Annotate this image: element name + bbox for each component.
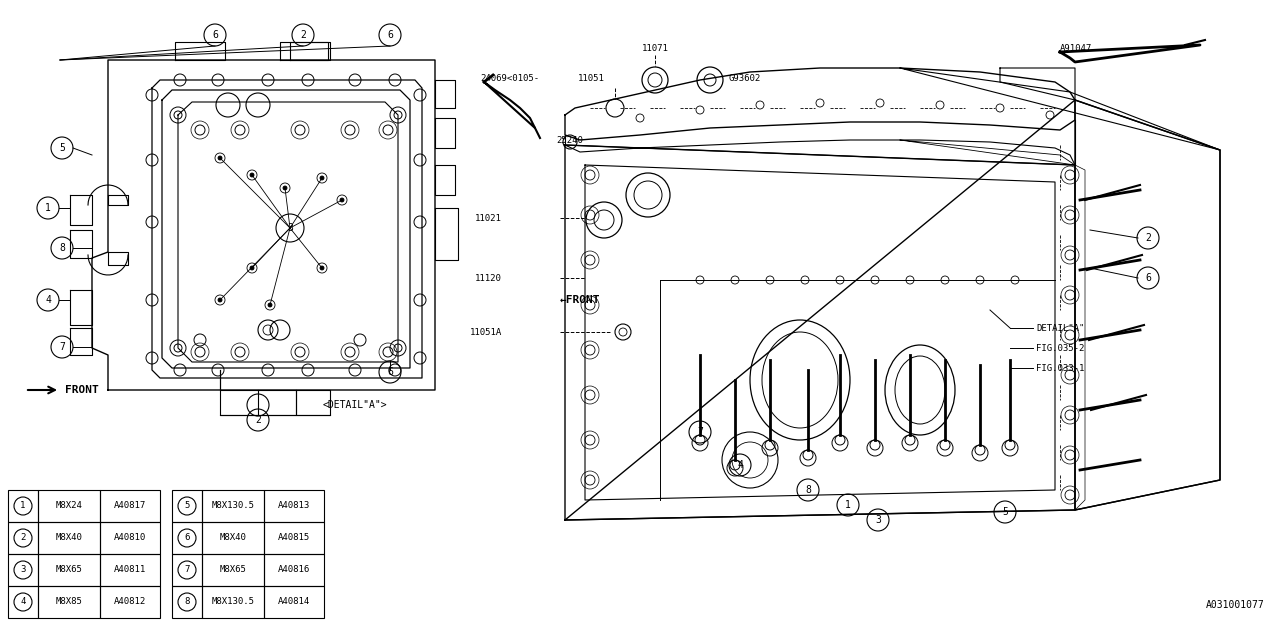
Text: M8X24: M8X24	[55, 502, 82, 511]
Text: M8X130.5: M8X130.5	[211, 502, 255, 511]
Text: A40810: A40810	[114, 534, 146, 543]
Text: 11120: 11120	[475, 273, 502, 282]
Text: 6: 6	[387, 30, 393, 40]
Bar	[8, 490, 38, 522]
Text: 6: 6	[1146, 273, 1151, 283]
Text: DETAIL"A": DETAIL"A"	[1036, 323, 1084, 333]
Text: 25240: 25240	[556, 136, 582, 145]
Text: M8X40: M8X40	[220, 534, 247, 543]
Text: A40817: A40817	[114, 502, 146, 511]
Text: 6: 6	[184, 534, 189, 543]
Circle shape	[218, 298, 221, 302]
Text: 5: 5	[184, 502, 189, 511]
Text: A031001077: A031001077	[1206, 600, 1265, 610]
Text: 5: 5	[59, 143, 65, 153]
Text: 6: 6	[212, 30, 218, 40]
Circle shape	[268, 303, 273, 307]
Circle shape	[340, 198, 344, 202]
Bar	[264, 490, 324, 522]
Text: 24069<0105-: 24069<0105-	[480, 74, 539, 83]
Text: 1: 1	[845, 500, 851, 510]
Text: 3: 3	[287, 223, 293, 233]
Text: 5: 5	[1002, 507, 1007, 517]
Bar	[38, 490, 100, 522]
Text: 8: 8	[59, 243, 65, 253]
Bar	[202, 554, 264, 586]
Text: 4: 4	[737, 460, 742, 470]
Text: G93602: G93602	[728, 74, 760, 83]
Bar	[202, 522, 264, 554]
Text: 7: 7	[698, 427, 703, 437]
Circle shape	[218, 156, 221, 160]
Text: 2: 2	[20, 534, 26, 543]
Bar	[264, 554, 324, 586]
Bar	[38, 586, 100, 618]
Text: 2: 2	[255, 415, 261, 425]
Text: 8: 8	[184, 598, 189, 607]
Text: A40815: A40815	[278, 534, 310, 543]
Bar	[172, 586, 202, 618]
Text: A40813: A40813	[278, 502, 310, 511]
Bar	[8, 522, 38, 554]
Text: M8X65: M8X65	[220, 566, 247, 575]
Bar	[100, 522, 160, 554]
Circle shape	[250, 173, 253, 177]
Text: A40812: A40812	[114, 598, 146, 607]
Circle shape	[283, 186, 287, 190]
Circle shape	[250, 266, 253, 270]
Text: 3: 3	[20, 566, 26, 575]
Text: 11071: 11071	[641, 44, 668, 52]
Bar	[100, 586, 160, 618]
Bar	[172, 522, 202, 554]
Text: 7: 7	[59, 342, 65, 352]
Bar	[8, 554, 38, 586]
Text: ←FRONT: ←FRONT	[561, 295, 600, 305]
Text: 2: 2	[1146, 233, 1151, 243]
Text: 11021: 11021	[475, 214, 502, 223]
Bar	[264, 586, 324, 618]
Text: 4: 4	[45, 295, 51, 305]
Text: A40811: A40811	[114, 566, 146, 575]
Bar	[8, 586, 38, 618]
Bar	[202, 490, 264, 522]
Text: FRONT: FRONT	[65, 385, 99, 395]
Bar	[172, 554, 202, 586]
Text: M8X85: M8X85	[55, 598, 82, 607]
Bar	[100, 490, 160, 522]
Text: 3: 3	[876, 515, 881, 525]
Text: 1: 1	[20, 502, 26, 511]
Bar	[172, 490, 202, 522]
Text: FIG.035-2: FIG.035-2	[1036, 344, 1084, 353]
Text: 6: 6	[387, 367, 393, 377]
Bar	[264, 522, 324, 554]
Circle shape	[320, 266, 324, 270]
Text: 2: 2	[300, 30, 306, 40]
Text: M8X130.5: M8X130.5	[211, 598, 255, 607]
Bar	[38, 554, 100, 586]
Text: 8: 8	[805, 485, 812, 495]
Text: A40814: A40814	[278, 598, 310, 607]
Bar	[38, 522, 100, 554]
Text: A40816: A40816	[278, 566, 310, 575]
Text: A91047: A91047	[1060, 44, 1092, 52]
Text: <DETAIL"A">: <DETAIL"A">	[323, 400, 388, 410]
Bar	[100, 554, 160, 586]
Bar	[202, 586, 264, 618]
Text: 11051: 11051	[579, 74, 605, 83]
Text: M8X40: M8X40	[55, 534, 82, 543]
Text: 4: 4	[20, 598, 26, 607]
Text: 7: 7	[184, 566, 189, 575]
Circle shape	[320, 176, 324, 180]
Text: FIG.033-1: FIG.033-1	[1036, 364, 1084, 372]
Text: 11051A: 11051A	[470, 328, 502, 337]
Text: M8X65: M8X65	[55, 566, 82, 575]
Text: 1: 1	[45, 203, 51, 213]
